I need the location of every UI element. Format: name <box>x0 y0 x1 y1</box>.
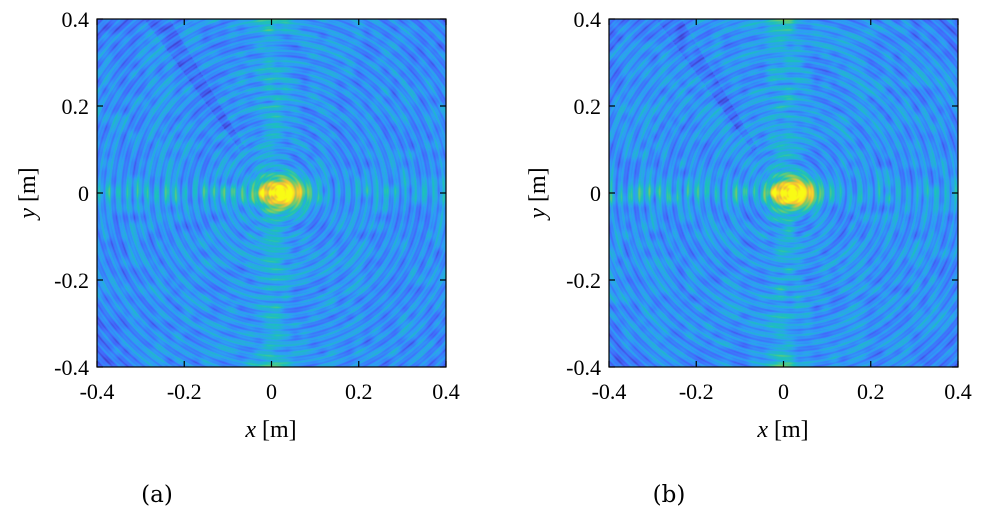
y-axis-unit-b: [m] <box>525 167 551 208</box>
y-tick-label-a-1: -0.2 <box>54 268 89 293</box>
x-tick-label-a-1: -0.2 <box>167 379 202 404</box>
y-tick-label-b-3: 0.2 <box>574 94 602 119</box>
heatmap-a <box>97 19 446 367</box>
x-tick-label-b-1: -0.2 <box>679 379 714 404</box>
y-axis-var-b: y <box>525 208 551 221</box>
y-tick-label-a-0: -0.4 <box>54 355 89 380</box>
y-tick-label-a-3: 0.2 <box>62 94 90 119</box>
x-axis-var-a: x <box>244 417 256 443</box>
y-axis-label-b: y [m] <box>525 167 551 220</box>
y-tick-label-b-4: 0.4 <box>574 7 602 32</box>
x-tick-label-a-2: 0 <box>266 379 277 404</box>
panel-a: -0.4 -0.2 0 0.2 0.4 -0.4 -0.2 0 0.2 0.4 x [m] y [… <box>15 7 460 508</box>
x-tick-label-a-0: -0.4 <box>80 379 115 404</box>
x-tick-label-a-4: 0.4 <box>432 379 460 404</box>
x-tick-label-b-3: 0.2 <box>857 379 885 404</box>
x-axis-label-b: x [m] <box>756 417 808 443</box>
panel-b: -0.4 -0.2 0 0.2 0.4 -0.4 -0.2 0 0.2 0.4 x [m] y [… <box>525 7 972 508</box>
y-tick-label-a-4: 0.4 <box>62 7 90 32</box>
heatmap-b <box>609 19 958 367</box>
panel-label-a: (a) <box>141 482 173 508</box>
y-axis-unit-a: [m] <box>15 167 41 208</box>
y-tick-label-a-2: 0 <box>78 181 89 206</box>
heatmap-a-image-holder <box>97 19 446 367</box>
y-axis-label-a: y [m] <box>15 167 41 220</box>
y-tick-label-b-2: 0 <box>590 181 601 206</box>
x-axis-unit-a: [m] <box>256 417 297 443</box>
x-axis-var-b: x <box>756 417 768 443</box>
x-axis-label-a: x [m] <box>244 417 296 443</box>
x-tick-label-a-3: 0.2 <box>345 379 373 404</box>
x-axis-unit-b: [m] <box>768 417 809 443</box>
panel-label-b: (b) <box>653 482 686 508</box>
ticks-b: -0.4 -0.2 0 0.2 0.4 -0.4 -0.2 0 0.2 0.4 <box>566 7 972 404</box>
heatmap-b-image-holder <box>609 19 958 367</box>
x-tick-label-b-2: 0 <box>778 379 789 404</box>
x-tick-label-b-0: -0.4 <box>592 379 627 404</box>
y-axis-var-a: y <box>15 208 41 221</box>
x-tick-label-b-4: 0.4 <box>944 379 972 404</box>
y-tick-label-b-1: -0.2 <box>566 268 601 293</box>
ticks-a: -0.4 -0.2 0 0.2 0.4 -0.4 -0.2 0 0.2 0.4 <box>54 7 460 404</box>
y-tick-label-b-0: -0.4 <box>566 355 601 380</box>
